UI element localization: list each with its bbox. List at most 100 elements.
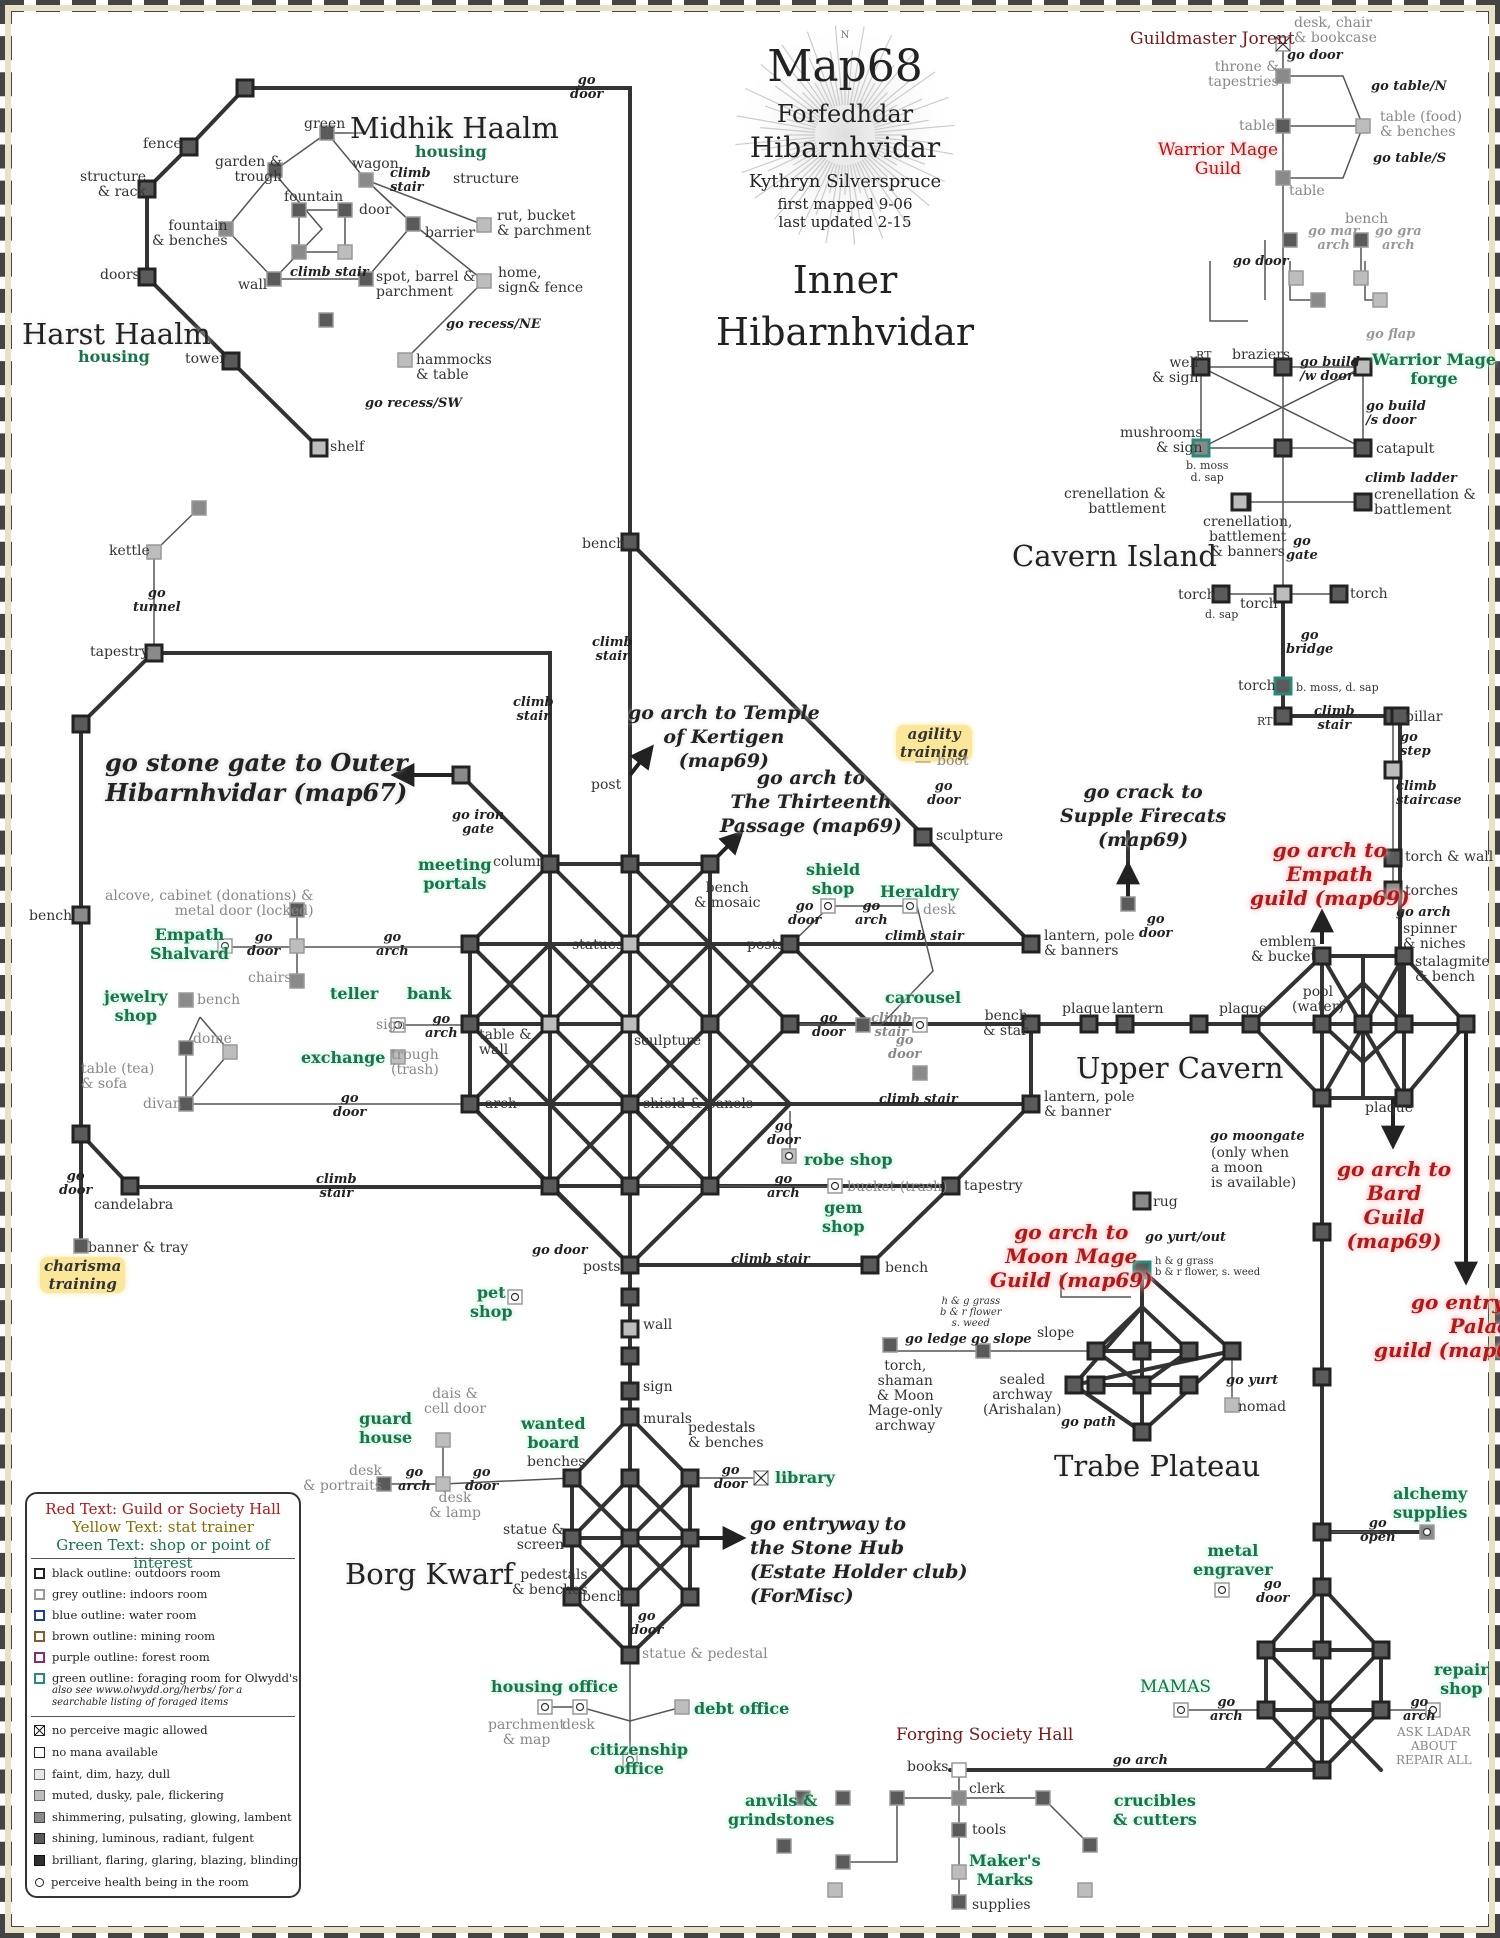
exit-thirteenth-passage[interactable]: go arch to The Thirteenth Passage (map69… [720, 767, 902, 837]
room-desk-heraldry: desk [923, 902, 956, 918]
shop-empath-shalvard[interactable]: Empath Shalvard [150, 925, 229, 963]
room-square [1312, 1222, 1332, 1242]
shop-carousel[interactable]: carousel [885, 988, 962, 1007]
legend-yellow-text: Yellow Text: stat trainer [72, 1518, 254, 1536]
health-marker [1422, 1527, 1432, 1537]
shop-meeting-portals[interactable]: meeting portals [418, 855, 492, 893]
guild-empath[interactable]: go arch to Empath guild (map69) [1250, 838, 1410, 910]
dir-go-yurt: go yurt [1226, 1373, 1279, 1388]
room-square [1256, 1700, 1276, 1720]
dir-go-flap: go flap [1366, 327, 1416, 342]
guild-guildmaster-jorent[interactable]: Guildmaster Jorent [1130, 29, 1295, 49]
room-square [620, 1176, 640, 1196]
shop-exchange[interactable]: exchange [301, 1048, 386, 1067]
dir-go-path: go path [1061, 1415, 1117, 1430]
room-divan: divan [143, 1096, 182, 1112]
dir-climb-stair-posts: climb stair [885, 929, 964, 944]
room-tapestry: tapestry [90, 644, 149, 660]
room-square [358, 271, 374, 287]
shop-crucibles[interactable]: crucibles & cutters [1113, 1791, 1197, 1829]
shop-metal-engraver[interactable]: metal engraver [1193, 1541, 1273, 1579]
room-square [71, 905, 91, 925]
exit-stone-hub[interactable]: go entryway to the Stone Hub (Estate Hol… [750, 1513, 968, 1607]
shop-debt-office[interactable]: debt office [694, 1699, 790, 1718]
shop-jewelry[interactable]: jewelry shop [104, 987, 168, 1025]
dir-go-yurt-out: go yurt/out [1145, 1230, 1227, 1245]
shop-pet[interactable]: pet shop [470, 1283, 513, 1321]
shop-wanted-board[interactable]: wanted board [521, 1414, 586, 1452]
guild-bard[interactable]: go arch to Bard Guild (map69) [1337, 1157, 1452, 1253]
swatch-no-mana [34, 1746, 45, 1758]
guild-warrior-mage[interactable]: Warrior Mage Guild [1158, 140, 1279, 179]
room-square [1132, 1260, 1152, 1280]
room-supplies: supplies [972, 1897, 1031, 1913]
room-square [179, 137, 199, 157]
compass-ray [863, 157, 901, 201]
shop-makers-marks[interactable]: Maker's Marks [969, 1851, 1041, 1889]
shop-citizenship[interactable]: citizenship office [590, 1740, 689, 1778]
guild-moon-mage[interactable]: go arch to Moon Mage Guild (map69) [990, 1220, 1153, 1292]
room-square [795, 1790, 811, 1806]
shop-bank[interactable]: bank [407, 984, 452, 1003]
legend-row-purple: purple outline: forest room [34, 1650, 210, 1664]
exit-outer-hibarnhvidar[interactable]: go stone gate to Outer Hibarnhvidar (map… [105, 748, 408, 807]
shop-shield[interactable]: shield shop [806, 860, 861, 898]
room-square [309, 438, 329, 458]
room-table-2: table [1289, 183, 1325, 199]
dir-go-door-pet: go door [532, 1243, 588, 1258]
dir-go-door-guard: go door [465, 1465, 499, 1494]
swatch-muted [34, 1789, 45, 1801]
health-marker [220, 941, 230, 951]
shop-robe[interactable]: robe shop [804, 1150, 893, 1169]
room-crenellation-right: crenellation & battlement [1374, 487, 1476, 518]
room-hammocks: hammocks & table [416, 352, 492, 383]
room-spot-barrel: spot, barrel & parchment [376, 269, 476, 300]
shop-guard-house[interactable]: guard house [359, 1409, 413, 1447]
room-square [1086, 1375, 1106, 1395]
room-square [1115, 1014, 1135, 1034]
dir-go-door-jorent: go door [1287, 48, 1343, 63]
room-square [1288, 270, 1304, 286]
shop-alchemy[interactable]: alchemy supplies [1393, 1484, 1468, 1522]
map-title: Map68 [767, 41, 923, 92]
dir-go-arch-shalvard: go arch [376, 930, 409, 959]
shop-anvils[interactable]: anvils & grindstones [728, 1791, 835, 1829]
guild-paladin[interactable]: go entry to Paladin guild (map69) [1374, 1290, 1500, 1362]
exit-supple-firecats[interactable]: go crack to Supple Firecats (map69) [1060, 781, 1227, 851]
legend-row-black: black outline: outdoors room [34, 1566, 220, 1580]
dir-go-door-borg: go door [630, 1609, 664, 1638]
room-square [451, 765, 471, 785]
legend-row-muted: muted, dusky, pale, flickering [34, 1788, 224, 1802]
compass-ray [828, 76, 838, 107]
shop-mamas[interactable]: MAMAS [1140, 1677, 1212, 1697]
room-square [912, 1065, 928, 1081]
health-marker [1428, 1705, 1438, 1715]
compass-ray [802, 92, 825, 115]
shop-heraldry[interactable]: Heraldry [880, 882, 960, 901]
shop-gem[interactable]: gem shop [822, 1198, 865, 1236]
room-pool-water: pool (water) [1292, 984, 1344, 1015]
room-square [620, 1645, 640, 1665]
harst-housing: housing [78, 347, 150, 366]
room-square [620, 1528, 640, 1548]
room-square [1394, 946, 1414, 966]
room-square [941, 1176, 961, 1196]
exit-temple-kertigen[interactable]: go arch to Temple of Kertigen (map69) [628, 702, 820, 772]
room-square [222, 1044, 238, 1060]
shop-warrior-forge[interactable]: Warrior Mage forge [1372, 350, 1496, 388]
guild-forging-society[interactable]: Forging Society Hall [896, 1725, 1074, 1745]
shop-teller[interactable]: teller [330, 984, 379, 1003]
shop-repair[interactable]: repair shop [1434, 1660, 1489, 1698]
shop-library[interactable]: library [775, 1468, 835, 1487]
compass-ray [867, 153, 930, 207]
room-square [1021, 1014, 1041, 1034]
shop-housing-office[interactable]: housing office [491, 1677, 619, 1696]
dir-go-door-left: go door [59, 1169, 93, 1198]
dir-go-door-shalvard: go door [247, 930, 281, 959]
room-square [540, 1176, 560, 1196]
compass-ray [857, 161, 882, 213]
compass-ray [797, 161, 833, 235]
room-bench-borg: bench [582, 1589, 626, 1605]
